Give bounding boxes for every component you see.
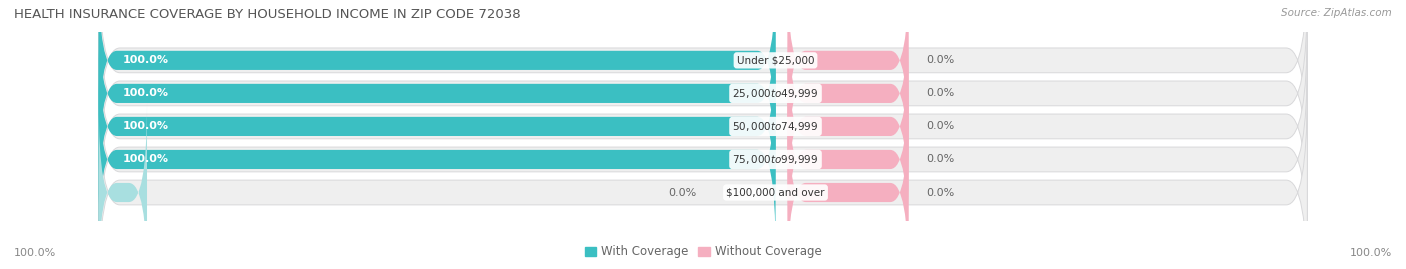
Text: 100.0%: 100.0% — [122, 89, 169, 98]
Text: 100.0%: 100.0% — [122, 121, 169, 132]
Text: 0.0%: 0.0% — [927, 55, 955, 65]
FancyBboxPatch shape — [787, 37, 908, 216]
Legend: With Coverage, Without Coverage: With Coverage, Without Coverage — [579, 241, 827, 263]
Text: $100,000 and over: $100,000 and over — [727, 187, 825, 197]
Text: 100.0%: 100.0% — [14, 248, 56, 258]
Text: $25,000 to $49,999: $25,000 to $49,999 — [733, 87, 818, 100]
Text: 0.0%: 0.0% — [669, 187, 697, 197]
FancyBboxPatch shape — [98, 37, 776, 216]
Text: $75,000 to $99,999: $75,000 to $99,999 — [733, 153, 818, 166]
FancyBboxPatch shape — [98, 89, 1308, 269]
FancyBboxPatch shape — [98, 23, 1308, 230]
Text: Under $25,000: Under $25,000 — [737, 55, 814, 65]
Text: Source: ZipAtlas.com: Source: ZipAtlas.com — [1281, 8, 1392, 18]
Text: 100.0%: 100.0% — [122, 55, 169, 65]
FancyBboxPatch shape — [98, 0, 1308, 164]
FancyBboxPatch shape — [98, 0, 1308, 197]
Text: 0.0%: 0.0% — [927, 187, 955, 197]
Text: HEALTH INSURANCE COVERAGE BY HOUSEHOLD INCOME IN ZIP CODE 72038: HEALTH INSURANCE COVERAGE BY HOUSEHOLD I… — [14, 8, 520, 21]
FancyBboxPatch shape — [787, 4, 908, 183]
FancyBboxPatch shape — [787, 0, 908, 150]
Text: 100.0%: 100.0% — [1350, 248, 1392, 258]
FancyBboxPatch shape — [98, 70, 776, 249]
FancyBboxPatch shape — [787, 70, 908, 249]
Text: 0.0%: 0.0% — [927, 89, 955, 98]
FancyBboxPatch shape — [98, 103, 148, 269]
FancyBboxPatch shape — [98, 56, 1308, 263]
FancyBboxPatch shape — [98, 0, 776, 150]
Text: 100.0%: 100.0% — [122, 154, 169, 164]
FancyBboxPatch shape — [98, 4, 776, 183]
Text: $50,000 to $74,999: $50,000 to $74,999 — [733, 120, 818, 133]
FancyBboxPatch shape — [787, 103, 908, 269]
Text: 0.0%: 0.0% — [927, 121, 955, 132]
Text: 0.0%: 0.0% — [927, 154, 955, 164]
